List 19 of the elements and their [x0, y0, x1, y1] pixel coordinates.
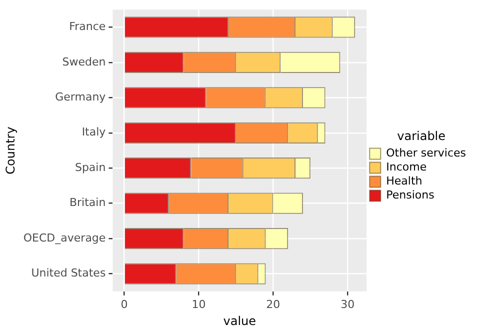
y-tick-label: France	[69, 20, 106, 34]
y-tick-label: Spain	[74, 160, 106, 174]
y-tick-label: United States	[31, 266, 106, 280]
y-axis-title: Country	[3, 126, 18, 174]
y-tick-label: Britain	[69, 196, 106, 210]
legend-label: Health	[386, 174, 422, 188]
y-tick-label: Italy	[82, 126, 106, 139]
x-tick-label: 10	[192, 298, 206, 311]
x-axis-title: value	[223, 314, 256, 328]
legend-title: variable	[397, 128, 446, 143]
x-tick-label: 0	[120, 298, 128, 311]
y-tick-label: OECD_average	[23, 231, 106, 244]
legend-label: Pensions	[386, 188, 435, 202]
x-tick-label: 20	[266, 298, 280, 311]
legend-label: Income	[386, 160, 427, 174]
legend-label: Other services	[386, 146, 466, 160]
x-tick-label: 30	[340, 298, 355, 311]
y-tick-label: Germany	[55, 90, 106, 104]
y-tick-label: Sweden	[62, 55, 106, 68]
